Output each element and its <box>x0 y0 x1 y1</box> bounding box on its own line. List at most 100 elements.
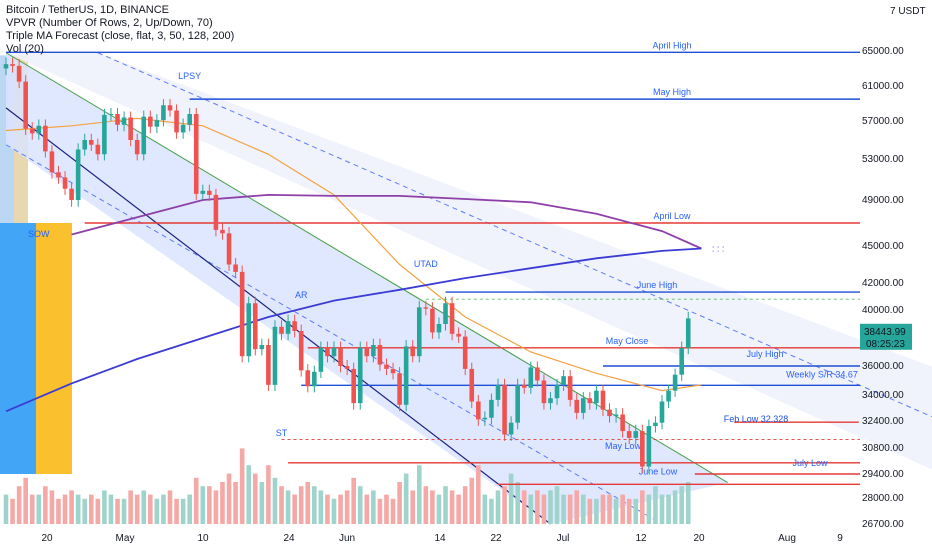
volume-bar <box>200 486 206 524</box>
candle-body <box>193 114 199 194</box>
candle-body <box>626 431 632 438</box>
volume-bar <box>344 490 350 524</box>
price-tag-value: 38443.99 <box>864 327 906 338</box>
volume-bar <box>95 498 101 524</box>
candle-body <box>351 368 356 404</box>
candle-body <box>148 116 153 127</box>
volume-bar <box>430 490 435 524</box>
volume-bar <box>403 473 409 524</box>
volume-bar <box>16 486 22 524</box>
volume-bar <box>154 498 160 524</box>
candle-body <box>233 264 238 272</box>
candle-body <box>292 321 297 331</box>
volume-bar <box>128 490 133 524</box>
currency-label: 7 USDT <box>890 6 926 17</box>
volume-bar <box>312 486 317 524</box>
candle-body <box>640 431 645 467</box>
volume-bar <box>115 498 120 524</box>
volume-bar <box>357 486 363 524</box>
candle-body <box>666 390 671 402</box>
candle-body <box>134 140 140 155</box>
vp-bar-lower-down <box>36 223 72 474</box>
candle-body <box>410 346 416 357</box>
price-axis[interactable]: 7 USDT 65000.00 61000.00 57000.00 53000.00 49… <box>860 6 926 530</box>
volume-bar <box>640 490 645 524</box>
price-channel <box>5 52 932 525</box>
y-tick-2: 57000.00 <box>862 116 904 127</box>
candle-body <box>226 233 232 265</box>
x-tick-3: 24 <box>283 533 295 544</box>
candle-body <box>174 110 179 133</box>
volume-bar <box>193 477 199 524</box>
legend-symbol[interactable]: Bitcoin / TetherUS, 1D, BINANCE <box>6 4 170 16</box>
volume-bar <box>653 486 658 524</box>
candle-body <box>56 172 61 178</box>
y-tick-3: 53000.00 <box>862 154 904 165</box>
candle-body <box>285 321 291 334</box>
volume-bar <box>148 494 153 524</box>
y-tick-8: 36000.00 <box>862 361 904 372</box>
candle-body <box>574 399 580 413</box>
candle-body <box>653 422 658 427</box>
candle-body <box>154 120 160 127</box>
candle-body <box>456 333 461 337</box>
volume-bar <box>213 490 219 524</box>
volume-bar <box>226 473 232 524</box>
volume-bar <box>502 486 507 524</box>
volume-bar <box>515 482 520 524</box>
y-tick-6: 42000.00 <box>862 278 904 289</box>
volume-bar <box>646 494 652 524</box>
volume-bar <box>88 494 94 524</box>
volume-bar <box>364 494 370 524</box>
candle-body <box>554 384 560 399</box>
vp-bar-lower <box>0 223 36 474</box>
volume-bar <box>180 498 186 524</box>
volume-bar <box>305 482 311 524</box>
y-tick-1: 61000.00 <box>862 81 904 92</box>
ma-forecast-dots: : : : <box>712 243 725 253</box>
candle-body <box>587 398 593 404</box>
volume-bar <box>423 486 429 524</box>
candle-body <box>548 398 553 404</box>
x-tick-0: 20 <box>41 533 53 544</box>
legend-tma[interactable]: Triple MA Forecast (close, flat, 3, 50, … <box>6 30 235 42</box>
candle-body <box>318 347 324 372</box>
candle-body <box>259 345 265 350</box>
candle-body <box>541 380 547 404</box>
volume-bar <box>371 490 376 524</box>
candle-body <box>220 229 225 234</box>
annotation-st: ST <box>276 428 288 438</box>
volume-bar <box>685 482 691 524</box>
legend: Bitcoin / TetherUS, 1D, BINANCE VPVR (Nu… <box>6 4 234 56</box>
candle-body <box>469 368 475 402</box>
annotation-utad: UTAD <box>414 259 438 269</box>
legend-vol[interactable]: Vol (20) <box>6 43 44 55</box>
volume-bar <box>548 490 553 524</box>
volume-bar <box>521 490 527 524</box>
volume-bar <box>449 490 455 524</box>
volume-bar <box>462 486 468 524</box>
volume-bar <box>23 477 28 524</box>
y-tick-9: 34000.00 <box>862 390 904 401</box>
candle-body <box>180 124 186 133</box>
time-axis[interactable]: 20 May 10 24 Jun 14 22 Jul 12 20 Aug 9 <box>41 533 843 544</box>
volume-bar <box>318 490 324 524</box>
y-tick-14: 26700.00 <box>862 519 904 530</box>
legend-vpvr[interactable]: VPVR (Number Of Rows, 2, Up/Down, 70) <box>6 17 213 29</box>
volume-bar <box>456 494 461 524</box>
volume-bar <box>43 486 48 524</box>
candle-body <box>521 384 527 388</box>
candle-body <box>279 326 284 334</box>
y-tick-4: 49000.00 <box>862 195 904 206</box>
ma-128-line <box>71 193 702 250</box>
volume-bar <box>659 494 665 524</box>
candle-body <box>102 114 107 155</box>
candle-body <box>10 64 15 66</box>
candle-body <box>338 347 343 366</box>
volume-bar <box>266 465 271 524</box>
volume-bar <box>10 498 15 524</box>
level-label-1: May High <box>653 87 691 97</box>
level-label-7: Feb Low 32.328 <box>724 414 789 424</box>
